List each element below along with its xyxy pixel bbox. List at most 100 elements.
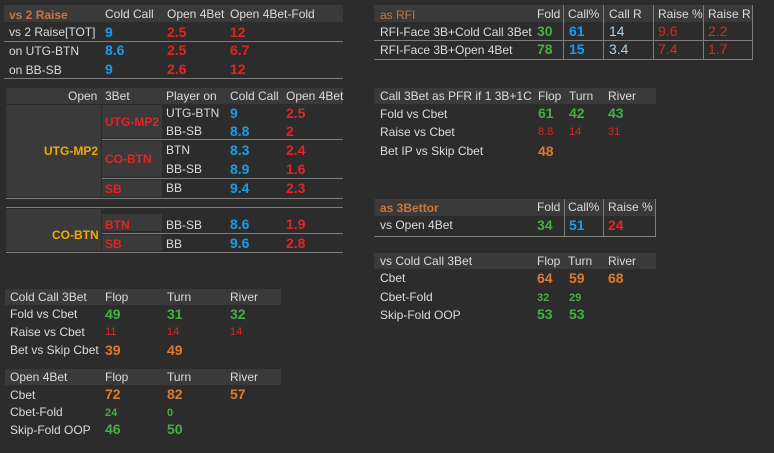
col-open4bet-fold: Open 4Bet-Fold — [230, 7, 315, 21]
col-call-r: Call R — [609, 7, 642, 21]
vscc-title: vs Cold Call 3Bet — [380, 254, 473, 268]
stat-value: 9.6 — [230, 235, 250, 251]
stat-value: 72 — [105, 386, 121, 402]
col-sep — [563, 5, 564, 59]
stat-value: 14 — [230, 326, 243, 338]
stat-value: 0 — [167, 407, 174, 419]
row-label: RFI-Face 3B+Cold Call 3Bet — [380, 25, 532, 39]
stat-value: 31 — [167, 306, 183, 322]
stat-value: 8.3 — [230, 142, 250, 158]
col-turn: Turn — [167, 370, 192, 384]
threebet-label: BTN — [105, 218, 130, 232]
col-river: River — [608, 89, 637, 103]
row-label: Raise vs Cbet — [380, 125, 455, 139]
row-label: Bet IP vs Skip Cbet — [380, 144, 484, 158]
threebet-cell-bg — [102, 180, 162, 197]
col-river: River — [230, 370, 259, 384]
stat-value: 61 — [569, 23, 585, 39]
col-player-on: Player on — [166, 89, 217, 103]
stat-value: 9.6 — [658, 23, 678, 39]
stat-value: 2.5 — [167, 42, 187, 58]
vs2raise-header-bg — [4, 5, 343, 22]
stat-value: 7.4 — [658, 41, 678, 57]
stat-value: 29 — [569, 292, 582, 304]
row-label: on BB-SB — [9, 63, 62, 77]
col-river: River — [230, 290, 259, 304]
stat-value: 14 — [569, 126, 582, 138]
stat-value: 78 — [537, 41, 553, 57]
col-3bet: 3Bet — [105, 89, 130, 103]
stat-value: 2.8 — [286, 235, 306, 251]
col-sep — [752, 5, 753, 59]
row-label: Bet vs Skip Cbet — [10, 343, 99, 357]
stat-value: 2.2 — [708, 23, 728, 39]
stat-value: 1.6 — [286, 161, 306, 177]
col-call-pct: Call% — [568, 200, 600, 214]
row-label: Cbet — [380, 271, 406, 285]
threebet-cell-bg — [102, 105, 162, 138]
stat-value: 11 — [105, 326, 117, 338]
open4bet-header-bg — [5, 369, 281, 385]
threebet-cell-bg — [102, 141, 162, 177]
stat-value: 8.6 — [230, 216, 250, 232]
divider — [102, 139, 343, 140]
stat-value: 14 — [609, 23, 625, 39]
player-on: BB — [166, 181, 183, 195]
stat-value: 53 — [537, 306, 553, 322]
opener-cell-bg — [6, 105, 101, 197]
stat-value: 9 — [105, 61, 113, 77]
col-raise-pct: Raise % — [658, 7, 703, 21]
stat-value: 24 — [608, 217, 624, 233]
player-on: BTN — [166, 143, 190, 157]
pfr-header-bg — [374, 88, 656, 104]
divider — [6, 207, 343, 208]
col-sep — [603, 199, 604, 236]
col-open4bet: Open 4Bet — [286, 89, 344, 103]
stat-value: 68 — [608, 270, 624, 286]
stat-value: 31 — [608, 126, 621, 138]
divider — [6, 252, 343, 253]
stat-value: 34 — [537, 217, 553, 233]
opener-label: UTG-MP2 — [44, 144, 98, 158]
stat-value: 6.7 — [230, 42, 250, 58]
threebet-label: UTG-MP2 — [105, 115, 159, 129]
row-label: Fold vs Cbet — [380, 107, 448, 121]
row-label: vs 2 Raise[TOT] — [9, 25, 96, 39]
stat-value: 9.4 — [230, 180, 250, 196]
player-on: BB-SB — [166, 124, 203, 138]
row-label: Skip-Fold OOP — [380, 308, 461, 322]
stat-value: 32 — [230, 306, 246, 322]
row-label: Raise vs Cbet — [10, 325, 85, 339]
stat-value: 8.8 — [230, 123, 250, 139]
stat-value: 2.3 — [286, 180, 306, 196]
col-raise-r: Raise R — [708, 7, 751, 21]
row-label: Cbet-Fold — [380, 290, 433, 304]
stat-value: 49 — [167, 342, 183, 358]
stat-value: 3.4 — [609, 41, 629, 57]
stat-value: 57 — [230, 386, 246, 402]
col-cold-call: Cold Call — [230, 89, 279, 103]
row-label: Cbet-Fold — [10, 405, 63, 419]
col-sep — [603, 5, 604, 59]
stat-value: 30 — [537, 23, 553, 39]
col-open4bet: Open 4Bet — [167, 7, 225, 21]
col-open: Open — [68, 89, 98, 103]
col-sep — [703, 5, 704, 59]
stat-value: 32 — [537, 292, 550, 304]
row-label: Fold vs Cbet — [10, 307, 78, 321]
col-flop: Flop — [105, 370, 129, 384]
stat-value: 12 — [230, 24, 246, 40]
stat-value: 2.6 — [167, 61, 187, 77]
col-flop: Flop — [537, 254, 561, 268]
stat-value: 39 — [105, 342, 121, 358]
col-sep — [564, 199, 565, 236]
opener-label: CO-BTN — [52, 228, 99, 242]
player-on: UTG-BTN — [166, 106, 220, 120]
stat-value: 1.9 — [286, 216, 306, 232]
player-on: BB-SB — [166, 162, 203, 176]
row-label: Cbet — [10, 388, 36, 402]
stat-value: 46 — [105, 421, 121, 437]
bettor-title: as 3Bettor — [380, 201, 439, 215]
stat-value: 15 — [569, 41, 585, 57]
matrix-header-bg — [6, 88, 343, 104]
